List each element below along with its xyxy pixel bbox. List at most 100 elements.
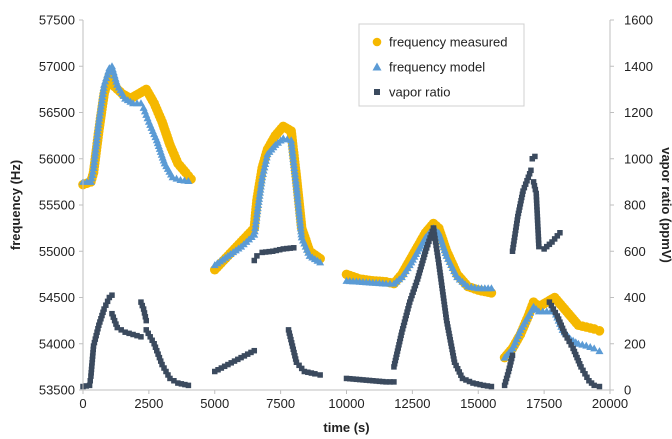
data-point bbox=[533, 200, 540, 207]
data-point bbox=[419, 260, 425, 267]
data-point bbox=[343, 375, 350, 382]
data-point bbox=[157, 358, 164, 364]
data-point bbox=[288, 340, 295, 346]
data-point bbox=[287, 333, 293, 340]
legend-marker bbox=[372, 37, 382, 47]
data-point bbox=[484, 383, 491, 389]
data-point bbox=[506, 365, 513, 372]
data-point bbox=[152, 344, 159, 350]
data-point bbox=[114, 324, 121, 331]
data-point bbox=[458, 372, 464, 378]
y-left-tick-label: 53500 bbox=[39, 383, 75, 398]
data-point bbox=[122, 329, 128, 335]
data-point bbox=[570, 345, 576, 352]
data-point bbox=[147, 334, 153, 340]
data-point bbox=[584, 374, 590, 381]
data-point bbox=[151, 341, 157, 347]
axes-layer bbox=[82, 20, 611, 391]
data-point bbox=[266, 248, 272, 255]
legend-marker bbox=[372, 62, 382, 71]
data-point bbox=[480, 382, 487, 389]
data-point bbox=[273, 247, 279, 254]
data-point bbox=[379, 378, 386, 385]
data-point bbox=[296, 224, 305, 232]
data-point bbox=[445, 324, 451, 330]
data-point bbox=[435, 260, 442, 266]
data-point bbox=[574, 354, 580, 361]
data-point bbox=[402, 316, 409, 322]
data-point bbox=[301, 368, 308, 375]
data-point bbox=[397, 335, 404, 342]
data-point bbox=[532, 186, 539, 193]
data-point bbox=[511, 234, 518, 241]
data-point bbox=[511, 238, 517, 244]
data-point bbox=[231, 358, 238, 364]
data-point bbox=[554, 233, 561, 239]
data-point bbox=[285, 327, 292, 333]
legend-marker bbox=[374, 89, 380, 95]
data-point bbox=[109, 310, 115, 317]
data-point bbox=[276, 246, 283, 253]
data-point bbox=[396, 342, 402, 348]
data-point bbox=[420, 257, 426, 264]
data-point bbox=[535, 240, 542, 247]
data-point bbox=[95, 325, 101, 332]
data-point bbox=[289, 157, 298, 165]
data-point bbox=[487, 284, 496, 292]
data-point bbox=[561, 328, 567, 335]
data-point bbox=[534, 203, 540, 210]
data-point bbox=[432, 239, 439, 245]
data-point bbox=[534, 207, 540, 213]
data-point bbox=[436, 266, 443, 272]
data-point bbox=[524, 177, 530, 184]
data-point bbox=[448, 343, 455, 349]
data-point bbox=[295, 215, 304, 223]
y-right-tick-label: 1600 bbox=[624, 13, 653, 28]
data-point bbox=[503, 375, 510, 382]
x-tick-label: 7500 bbox=[266, 396, 295, 411]
data-point bbox=[571, 348, 578, 355]
data-point bbox=[552, 309, 559, 316]
data-point bbox=[401, 319, 408, 325]
data-point bbox=[171, 378, 177, 384]
data-point bbox=[522, 181, 529, 187]
data-point bbox=[373, 378, 379, 384]
data-point bbox=[118, 327, 124, 333]
data-point bbox=[535, 230, 541, 237]
data-point bbox=[138, 299, 144, 305]
data-point bbox=[89, 356, 96, 363]
data-point bbox=[423, 245, 430, 251]
data-point bbox=[413, 279, 420, 286]
data-point bbox=[442, 308, 449, 314]
data-point bbox=[410, 289, 416, 295]
data-point bbox=[450, 353, 457, 359]
data-point bbox=[136, 99, 145, 107]
data-point bbox=[512, 231, 518, 237]
data-point bbox=[406, 302, 412, 309]
data-point bbox=[439, 282, 445, 289]
data-point bbox=[582, 371, 588, 377]
data-point bbox=[218, 365, 225, 371]
data-point bbox=[91, 339, 98, 346]
data-point bbox=[165, 372, 171, 378]
data-point bbox=[294, 206, 303, 214]
data-point bbox=[287, 142, 296, 150]
data-point bbox=[557, 230, 563, 236]
data-point bbox=[427, 235, 433, 241]
data-point bbox=[473, 381, 480, 387]
tick-labels: 0 2500 5000 7500 10000 12500 15000 17500 2000053… bbox=[39, 13, 653, 412]
data-point bbox=[356, 376, 363, 383]
y-right-tick-label: 200 bbox=[624, 336, 646, 351]
data-point bbox=[393, 354, 399, 361]
data-point bbox=[437, 269, 443, 276]
data-point bbox=[513, 220, 520, 227]
data-point bbox=[566, 338, 572, 345]
data-point bbox=[572, 351, 579, 358]
legend: frequency measured frequency model vapor r… bbox=[358, 23, 525, 107]
data-point bbox=[433, 246, 440, 252]
data-point bbox=[395, 345, 401, 351]
data-point bbox=[443, 314, 449, 321]
data-point bbox=[438, 276, 444, 282]
data-point bbox=[576, 361, 583, 367]
data-point bbox=[590, 344, 599, 352]
